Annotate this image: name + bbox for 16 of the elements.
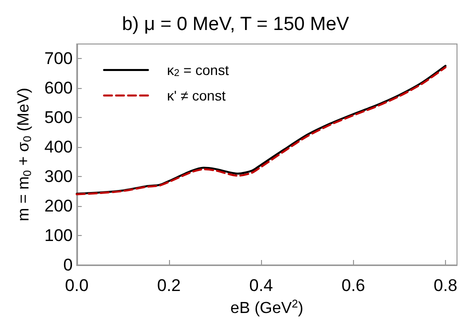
x-tick-label: 0.6 [341,276,366,295]
y-tick-label: 0 [63,256,73,274]
y-tick-label: 300 [44,167,73,186]
x-tick-label: 0.0 [64,276,89,295]
x-tick-label: 0.8 [434,276,458,295]
legend-label: κ' ≠ const [167,88,226,104]
y-tick-label: 100 [44,226,73,246]
y-tick-label: 400 [44,138,73,157]
x-tick-label: 0.2 [157,276,181,295]
y-tick-label: 500 [44,108,73,128]
chart-title: b) μ = 0 MeV, T = 150 MeV [122,14,350,35]
x-tick-label: 0.4 [249,276,273,295]
y-tick-label: 600 [44,78,73,98]
y-axis-title: m = m0 + σ0 (MeV) [16,88,34,222]
y-tick-label: 200 [44,196,73,216]
y-tick-label: 700 [44,49,73,68]
